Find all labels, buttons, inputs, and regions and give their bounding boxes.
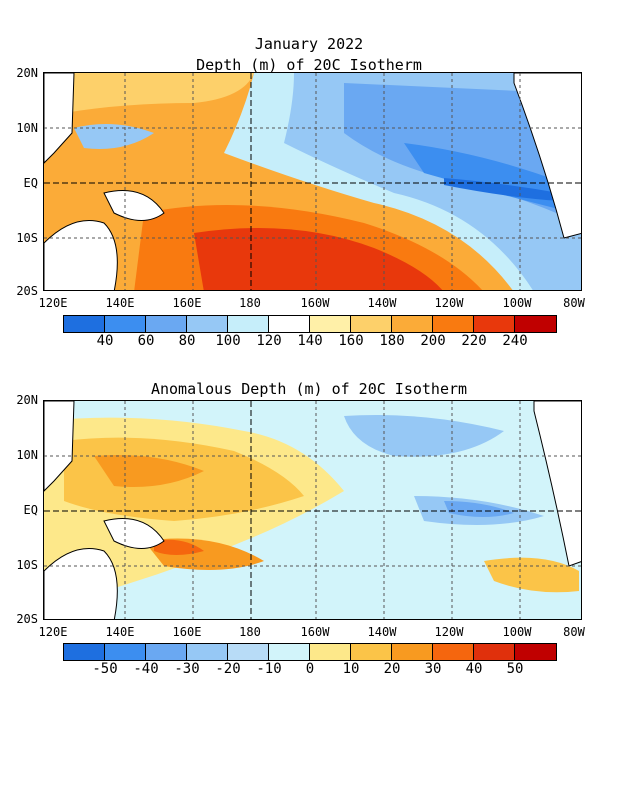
colorbar-swatch: [351, 644, 392, 660]
p2-lat-label: 10N: [16, 448, 38, 462]
p1-lat-label: EQ: [23, 176, 38, 190]
panel2-map-svg: [44, 401, 581, 619]
colorbar-swatch: [269, 316, 310, 332]
panel1-region-180: [64, 73, 254, 113]
panel2-land-new-guinea: [103, 518, 165, 549]
p1-lon-label: 120W: [434, 296, 464, 310]
p1-colorbar-label: 140: [297, 333, 323, 349]
colorbar-swatch: [105, 316, 146, 332]
p1-lon-label: 160W: [300, 296, 330, 310]
p1-colorbar-label: 240: [502, 333, 528, 349]
panel1-land-asia: [44, 73, 75, 164]
p1-lat-label: 20S: [16, 284, 38, 298]
p2-colorbar-label: -10: [256, 661, 282, 677]
colorbar-swatch: [433, 316, 474, 332]
p1-colorbar-label: 40: [96, 333, 114, 349]
panel1-map: [43, 72, 582, 291]
p2-colorbar-label: 40: [465, 661, 483, 677]
p2-colorbar-label: 10: [342, 661, 360, 677]
figure-title: January 2022: [254, 35, 364, 53]
panel2-title: Anomalous Depth (m) of 20C Isotherm: [150, 380, 468, 398]
p1-colorbar-label: 120: [256, 333, 282, 349]
p2-lon-label: 180: [239, 625, 261, 639]
panel2-map: [43, 400, 582, 620]
p2-lat-label: 20S: [16, 612, 38, 626]
colorbar-swatch: [392, 644, 433, 660]
p1-colorbar-label: 160: [338, 333, 364, 349]
colorbar-swatch: [310, 316, 351, 332]
panel1-land-americas: [513, 73, 581, 239]
colorbar-swatch: [474, 644, 515, 660]
p2-lon-label: 140E: [105, 625, 135, 639]
p2-lat-label: EQ: [23, 503, 38, 517]
p2-lat-label: 20N: [16, 393, 38, 407]
p2-colorbar-label: -50: [92, 661, 118, 677]
p1-lon-label: 160E: [172, 296, 202, 310]
p1-colorbar-label: 60: [137, 333, 155, 349]
p2-colorbar-label: 50: [506, 661, 524, 677]
p1-colorbar-label: 180: [379, 333, 405, 349]
p1-colorbar-label: 200: [420, 333, 446, 349]
p1-lat-label: 20N: [16, 66, 38, 80]
colorbar-swatch: [146, 316, 187, 332]
colorbar-swatch: [515, 644, 556, 660]
panel1-equator-dateline: [44, 73, 581, 290]
colorbar-swatch: [105, 644, 146, 660]
colorbar-swatch: [433, 644, 474, 660]
p1-colorbar-label: 80: [178, 333, 196, 349]
p1-lat-label: 10S: [16, 231, 38, 245]
p1-colorbar-label: 100: [215, 333, 241, 349]
colorbar-swatch: [64, 316, 105, 332]
p2-colorbar-label: -30: [174, 661, 200, 677]
panel2-equator-dateline: [44, 401, 581, 619]
colorbar-swatch: [228, 316, 269, 332]
panel1-region-western-cold: [74, 124, 154, 149]
colorbar-swatch: [64, 644, 105, 660]
p2-lon-label: 100W: [502, 625, 532, 639]
p1-lon-label: 180: [239, 296, 261, 310]
p1-lon-label: 120E: [38, 296, 68, 310]
p1-lon-label: 140W: [367, 296, 397, 310]
p2-lon-label: 140W: [367, 625, 397, 639]
panel2-region-40: [154, 539, 204, 555]
panel2-colorbar: [63, 643, 557, 661]
panel1-land-new-guinea: [103, 190, 165, 221]
p1-lat-label: 10N: [16, 121, 38, 135]
p2-lon-label: 160W: [300, 625, 330, 639]
p1-lon-label: 80W: [563, 296, 585, 310]
p2-lat-label: 10S: [16, 558, 38, 572]
p2-colorbar-label: 0: [305, 661, 315, 677]
p2-colorbar-label: -20: [215, 661, 241, 677]
colorbar-swatch: [310, 644, 351, 660]
p2-colorbar-label: 20: [383, 661, 401, 677]
p2-lon-label: 160E: [172, 625, 202, 639]
p2-lon-label: 80W: [563, 625, 585, 639]
colorbar-swatch: [187, 644, 228, 660]
p1-lon-label: 140E: [105, 296, 135, 310]
panel2-region-30-north: [94, 455, 204, 487]
panel1-region-240: [194, 228, 443, 290]
p2-colorbar-label: -40: [133, 661, 159, 677]
panel1-region-40: [444, 178, 559, 201]
colorbar-swatch: [269, 644, 310, 660]
p1-lon-label: 100W: [502, 296, 532, 310]
colorbar-swatch: [474, 316, 515, 332]
colorbar-swatch: [351, 316, 392, 332]
colorbar-swatch: [392, 316, 433, 332]
colorbar-swatch: [187, 316, 228, 332]
colorbar-swatch: [515, 316, 556, 332]
panel2-land-asia: [44, 401, 75, 492]
p2-lon-label: 120E: [38, 625, 68, 639]
panel1-colorbar: [63, 315, 557, 333]
colorbar-swatch: [228, 644, 269, 660]
p2-lon-label: 120W: [434, 625, 464, 639]
colorbar-swatch: [146, 644, 187, 660]
p1-colorbar-label: 220: [461, 333, 487, 349]
panel1-title: Depth (m) of 20C Isotherm: [196, 56, 422, 74]
p2-colorbar-label: 30: [424, 661, 442, 677]
panel2-region-minus30: [444, 501, 514, 517]
panel1-map-svg: [44, 73, 581, 290]
